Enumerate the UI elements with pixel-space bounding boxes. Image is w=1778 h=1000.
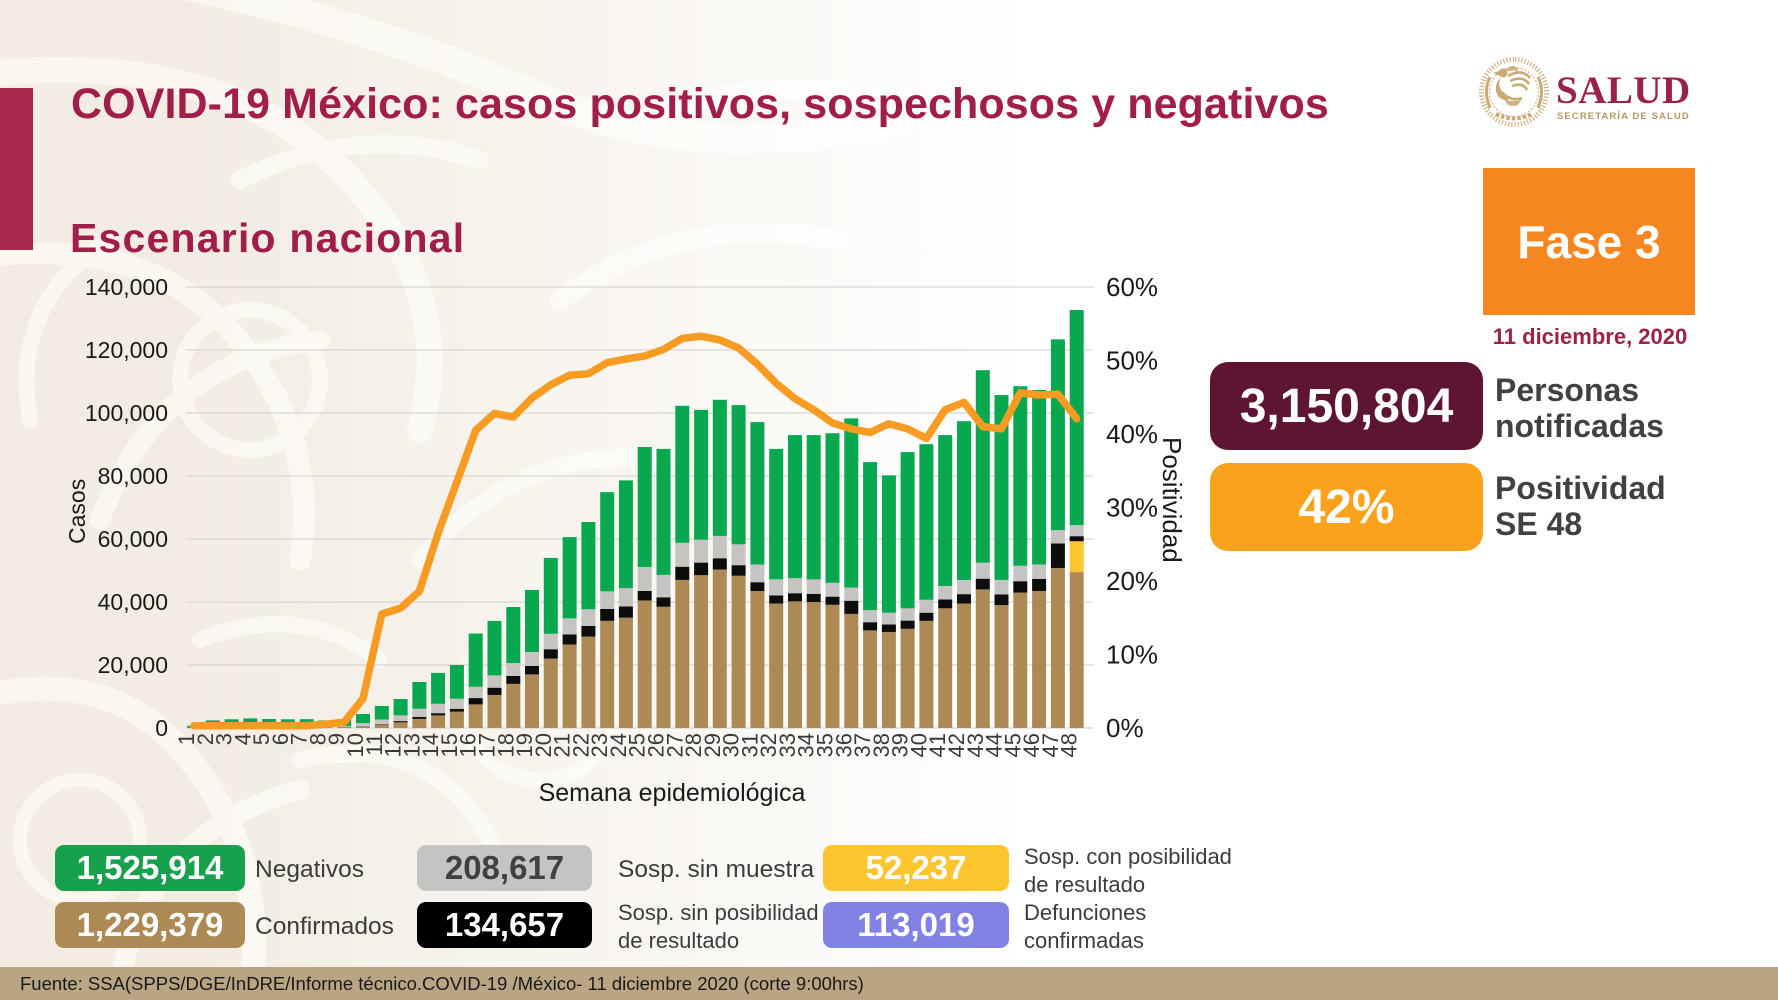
svg-text:11: 11 (362, 733, 387, 756)
svg-text:45: 45 (1000, 733, 1025, 757)
svg-text:0%: 0% (1106, 713, 1144, 743)
svg-text:29: 29 (700, 733, 725, 757)
svg-text:23: 23 (587, 733, 612, 757)
svg-text:2: 2 (193, 733, 218, 745)
svg-text:40: 40 (906, 733, 931, 757)
svg-text:80,000: 80,000 (98, 463, 168, 489)
svg-text:0: 0 (155, 715, 168, 741)
svg-text:17: 17 (475, 733, 500, 757)
svg-text:30: 30 (719, 733, 744, 757)
svg-text:8: 8 (306, 733, 331, 745)
svg-text:60,000: 60,000 (98, 526, 168, 552)
svg-text:40,000: 40,000 (98, 589, 168, 615)
svg-text:39: 39 (888, 733, 913, 757)
svg-text:9: 9 (324, 733, 349, 745)
svg-text:46: 46 (1019, 733, 1044, 757)
svg-text:16: 16 (456, 733, 481, 757)
svg-text:38: 38 (869, 733, 894, 757)
svg-text:60%: 60% (1106, 272, 1158, 302)
svg-text:41: 41 (925, 733, 950, 757)
svg-text:10%: 10% (1106, 640, 1158, 670)
svg-text:20,000: 20,000 (98, 652, 168, 678)
svg-text:25: 25 (625, 733, 650, 757)
svg-text:35: 35 (813, 733, 838, 757)
svg-text:13: 13 (399, 733, 424, 757)
svg-text:27: 27 (662, 733, 687, 757)
svg-text:10: 10 (343, 733, 368, 757)
svg-text:14: 14 (418, 733, 443, 757)
svg-text:SALUD: SALUD (1556, 69, 1691, 112)
svg-text:48: 48 (1057, 733, 1082, 757)
svg-text:28: 28 (681, 733, 706, 757)
svg-text:36: 36 (831, 733, 856, 757)
svg-text:5: 5 (249, 733, 274, 745)
svg-text:12: 12 (381, 733, 406, 757)
svg-text:20%: 20% (1106, 566, 1158, 596)
svg-text:SECRETARÍA DE SALUD: SECRETARÍA DE SALUD (1557, 111, 1690, 122)
svg-text:30%: 30% (1106, 493, 1158, 523)
svg-text:50%: 50% (1106, 346, 1158, 376)
svg-text:43: 43 (963, 733, 988, 757)
svg-text:4: 4 (230, 733, 255, 745)
svg-text:26: 26 (644, 733, 669, 757)
svg-text:18: 18 (493, 733, 518, 757)
svg-text:33: 33 (775, 733, 800, 757)
svg-text:32: 32 (756, 733, 781, 757)
svg-text:120,000: 120,000 (85, 337, 168, 363)
svg-text:34: 34 (794, 733, 819, 757)
svg-text:15: 15 (437, 733, 462, 757)
svg-text:44: 44 (982, 733, 1007, 757)
svg-text:19: 19 (512, 733, 537, 757)
svg-text:24: 24 (606, 733, 631, 757)
svg-text:20: 20 (531, 733, 556, 757)
svg-text:100,000: 100,000 (85, 400, 168, 426)
svg-text:7: 7 (287, 733, 312, 745)
svg-text:22: 22 (568, 733, 593, 757)
svg-text:42: 42 (944, 733, 969, 757)
svg-text:40%: 40% (1106, 419, 1158, 449)
svg-text:1: 1 (174, 733, 199, 745)
svg-text:31: 31 (737, 733, 762, 757)
svg-text:3: 3 (212, 733, 237, 745)
svg-text:37: 37 (850, 733, 875, 757)
svg-text:47: 47 (1038, 733, 1063, 757)
svg-text:140,000: 140,000 (85, 274, 168, 300)
svg-text:21: 21 (550, 733, 575, 757)
svg-text:6: 6 (268, 733, 293, 745)
